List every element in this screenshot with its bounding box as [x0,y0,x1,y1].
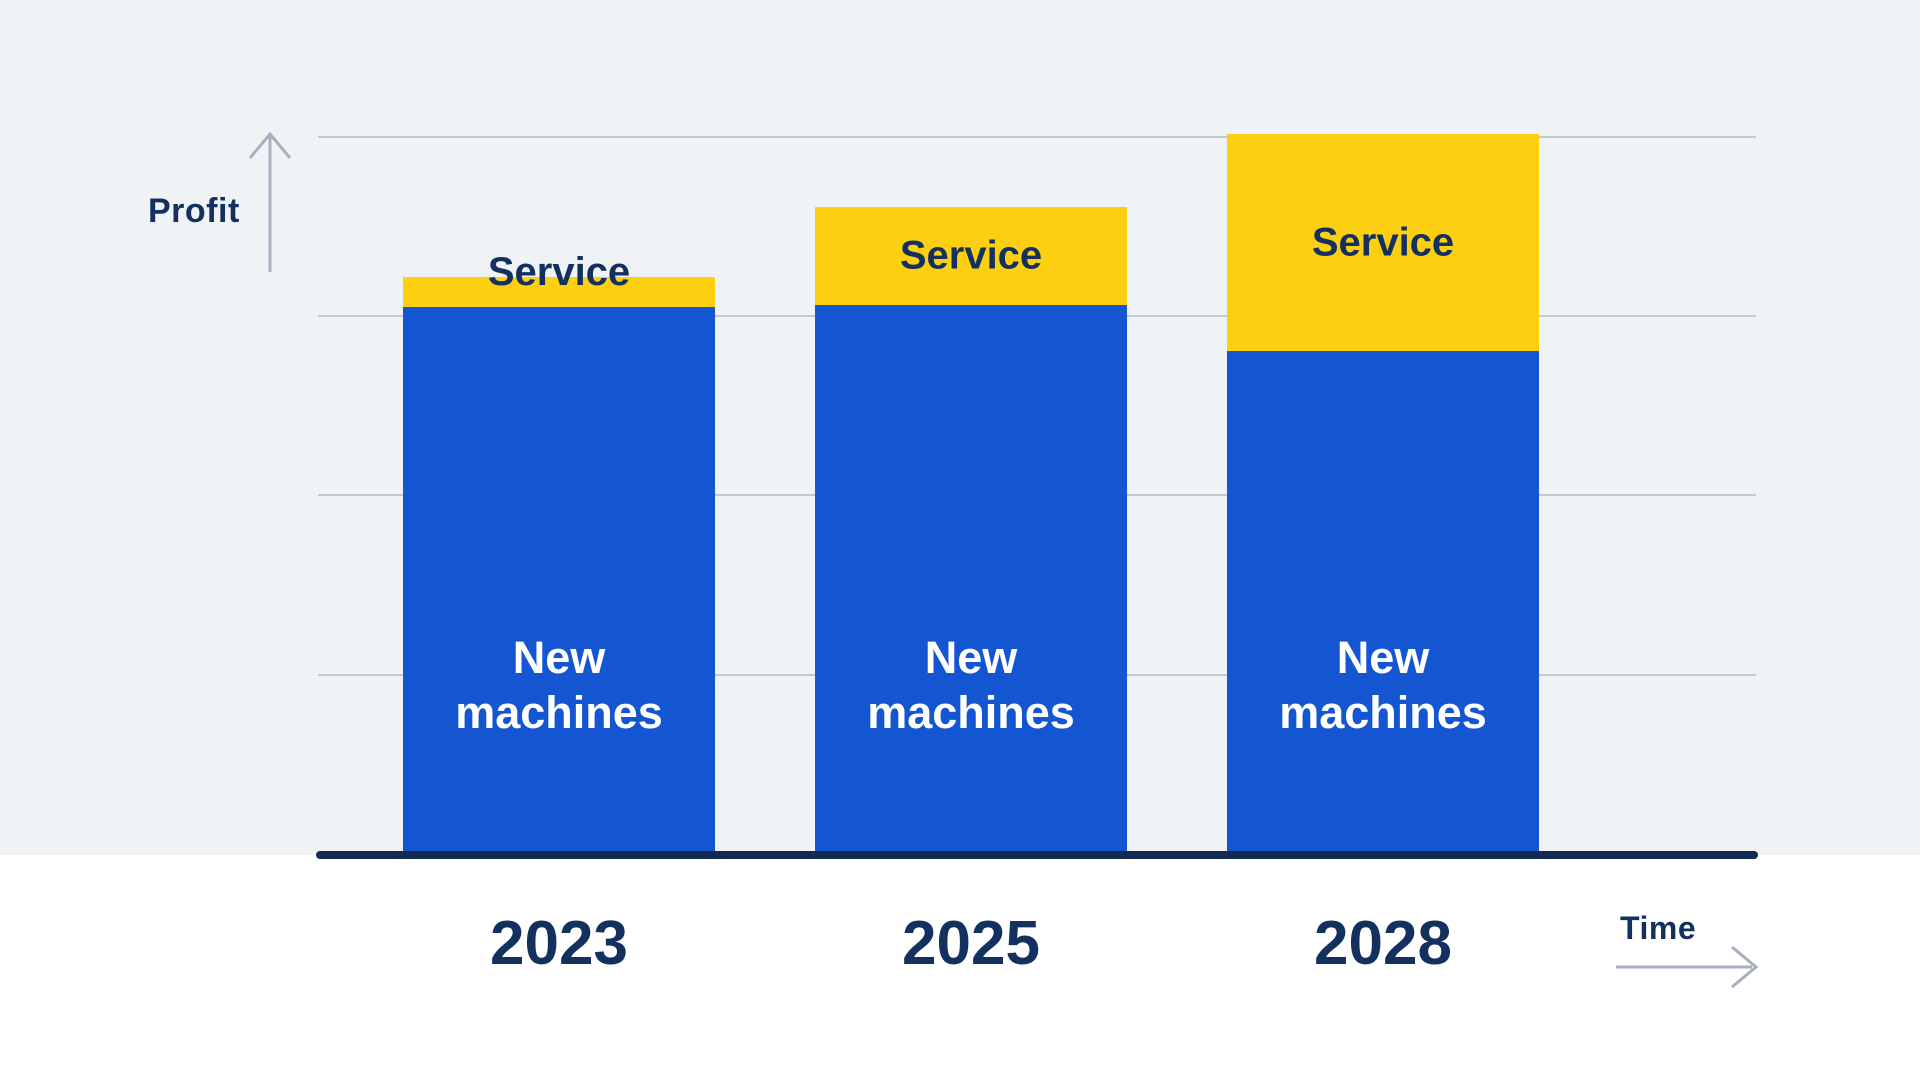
bar-2025-machines-segment [815,305,1127,854]
bar-2028: Service New machines [1227,134,1539,854]
gridline [318,136,1756,138]
bar-2025-service-segment: Service [815,207,1127,305]
bar-2023: Service New machines [403,250,715,854]
service-segment-label: Service [487,250,631,294]
machines-segment-label: New machines [867,632,1075,738]
service-segment-label: Service [899,233,1043,278]
bar-2028-service-segment: Service [1227,134,1539,351]
y-axis-arrow-icon [248,131,292,272]
x-axis-arrow-icon [1616,945,1759,989]
service-segment-label: Service [1311,220,1455,264]
y-axis-label: Profit [148,192,240,230]
x-axis-label: Time [1620,910,1697,946]
x-tick-2023: 2023 [490,909,628,978]
x-axis-line [316,851,1758,859]
bar-2023-service-segment: Service [403,250,715,307]
machines-segment-label: New machines [455,632,663,738]
bar-2023-machines-segment [403,307,715,854]
machines-segment-label: New machines [1279,632,1487,738]
x-tick-2028: 2028 [1314,909,1452,978]
x-tick-2025: 2025 [902,909,1040,978]
bar-2028-machines-segment [1227,351,1539,854]
bar-2025: Service New machines [815,207,1127,854]
